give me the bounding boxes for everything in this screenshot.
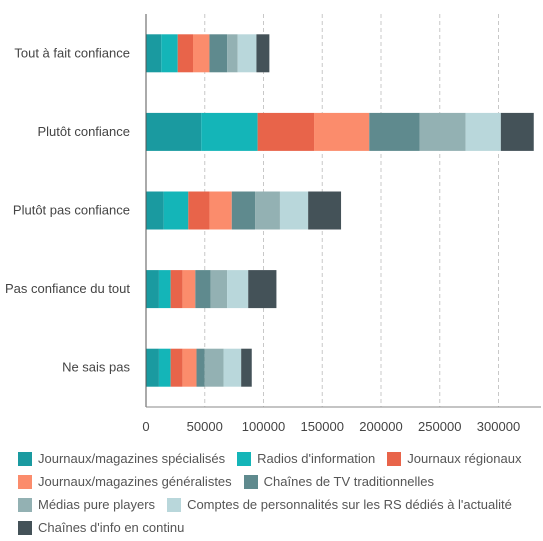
bar-1-0: [146, 112, 202, 151]
bar-3-1: [158, 270, 171, 309]
bar-0-4: [209, 34, 228, 73]
legend-swatch-7: [18, 521, 32, 535]
bar-1-3: [314, 112, 370, 151]
legend-label-3: Journaux/magazines généralistes: [38, 474, 232, 489]
legend-item-3: Journaux/magazines généralistes: [18, 472, 232, 492]
legend-label-7: Chaînes d'info en continu: [38, 520, 185, 535]
x-tick-label-4: 200000: [359, 419, 402, 434]
legend-swatch-0: [18, 452, 32, 466]
legend-item-7: Chaînes d'info en continu: [18, 518, 184, 538]
bar-0-1: [161, 34, 178, 73]
legend-item-1: Radios d'information: [237, 449, 375, 469]
bar-4-7: [241, 348, 252, 387]
bar-0-6: [237, 34, 257, 73]
bar-3-2: [170, 270, 183, 309]
x-tick-label-6: 300000: [477, 419, 520, 434]
bar-4-1: [158, 348, 171, 387]
legend-swatch-4: [243, 475, 258, 489]
legend-swatch-1: [237, 452, 252, 466]
bar-1-2: [257, 112, 315, 151]
legend-item-5: Médias pure players: [18, 495, 155, 515]
bar-4-5: [204, 348, 224, 387]
bar-4-2: [170, 348, 183, 387]
legend-item-0: Journaux/magazines spécialisés: [18, 449, 225, 469]
legend-label-6: Comptes de personnalités sur les RS dédi…: [187, 497, 512, 512]
category-label-3: Pas confiance du tout: [5, 281, 130, 296]
category-label-2: Plutôt pas confiance: [13, 203, 130, 218]
bar-2-2: [188, 191, 210, 230]
bar-4-3: [182, 348, 197, 387]
stacked-bar-chart: Tout à fait confiance Plutôt confiance Plu…: [5, 14, 541, 434]
bar-0-3: [193, 34, 210, 73]
bar-2-5: [255, 191, 280, 230]
bar-1-1: [201, 112, 258, 151]
bar-4-0: [146, 348, 159, 387]
bar-1-5: [419, 112, 466, 151]
bar-3-5: [210, 270, 228, 309]
bar-3-6: [227, 270, 249, 309]
bar-2-6: [279, 191, 309, 230]
category-label-4: Ne sais pas: [62, 360, 130, 375]
bar-3-0: [146, 270, 159, 309]
legend-swatch-6: [167, 498, 182, 512]
bar-2-0: [146, 191, 164, 230]
bar-0-2: [177, 34, 193, 73]
legend-label-5: Médias pure players: [38, 497, 156, 512]
legend-label-2: Journaux régionaux: [407, 451, 522, 466]
x-tick-label-1: 50000: [187, 419, 223, 434]
category-label-1: Plutôt confiance: [37, 124, 130, 139]
legend-item-2: Journaux régionaux: [387, 449, 521, 469]
bar-4-4: [196, 348, 205, 387]
chart-legend: Journaux/magazines spécialisés Radios d'i…: [18, 449, 540, 541]
x-tick-label-5: 250000: [418, 419, 461, 434]
legend-swatch-3: [18, 475, 32, 489]
legend-swatch-2: [387, 452, 402, 466]
bar-0-5: [227, 34, 238, 73]
legend-item-6: Comptes de personnalités sur les RS dédi…: [167, 495, 512, 515]
x-tick-label-0: 0: [142, 419, 149, 434]
legend-swatch-5: [18, 498, 32, 512]
legend-label-0: Journaux/magazines spécialisés: [38, 451, 226, 466]
bar-2-1: [163, 191, 189, 230]
bar-3-4: [195, 270, 211, 309]
bar-3-7: [248, 270, 277, 309]
bar-2-7: [308, 191, 342, 230]
category-label-0: Tout à fait confiance: [14, 45, 130, 60]
bar-2-3: [209, 191, 232, 230]
legend-item-4: Chaînes de TV traditionnelles: [243, 472, 434, 492]
bar-1-7: [500, 112, 534, 151]
bar-0-7: [256, 34, 270, 73]
bar-3-3: [182, 270, 196, 309]
bar-1-6: [465, 112, 501, 151]
legend-label-4: Chaînes de TV traditionnelles: [263, 474, 434, 489]
bar-1-4: [369, 112, 420, 151]
bar-0-0: [146, 34, 162, 73]
x-tick-label-3: 150000: [301, 419, 344, 434]
legend-label-1: Radios d'information: [257, 451, 376, 466]
bar-2-4: [231, 191, 256, 230]
x-tick-label-2: 100000: [242, 419, 285, 434]
bar-4-6: [223, 348, 242, 387]
